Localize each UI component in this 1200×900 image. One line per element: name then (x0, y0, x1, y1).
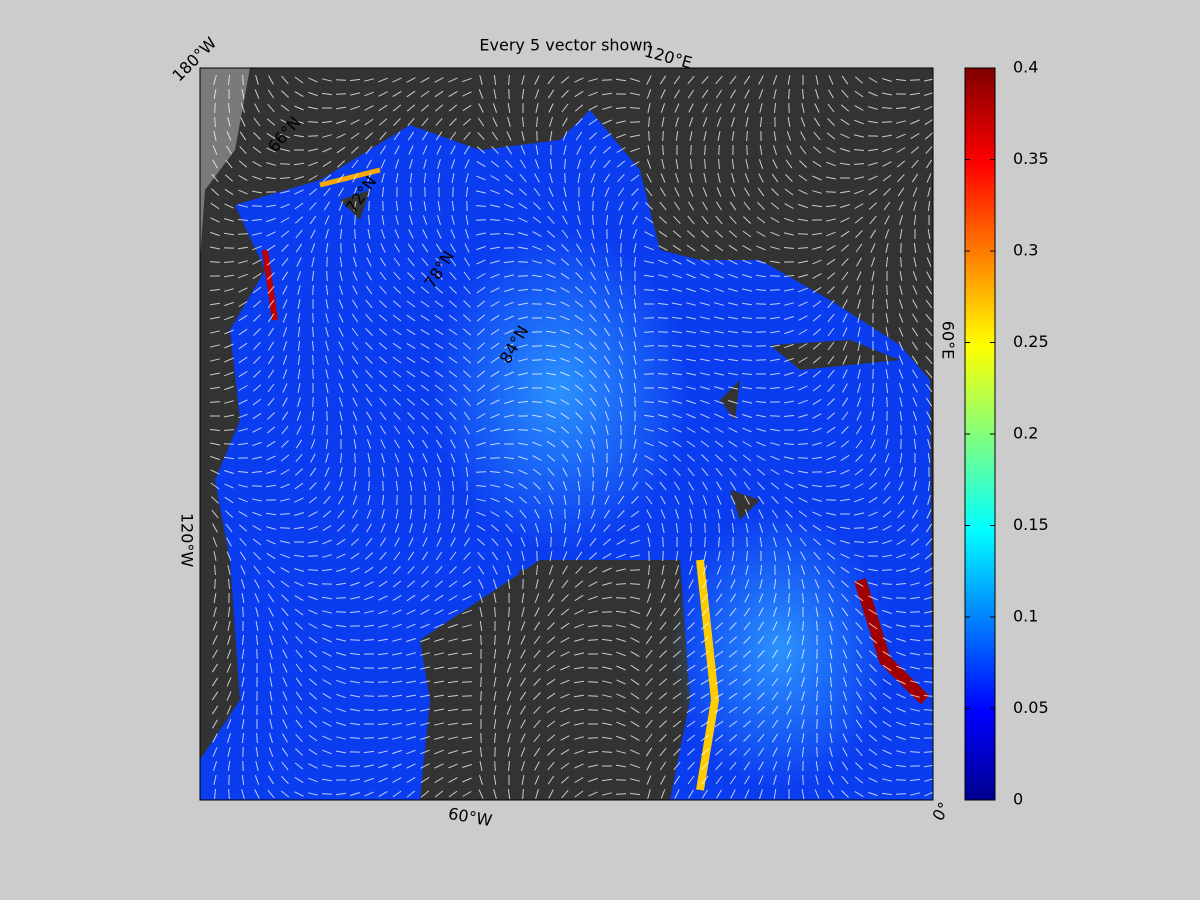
longitude-label: 120°W (178, 513, 197, 568)
vector (209, 74, 933, 800)
hot-edge (262, 249, 278, 321)
colorbar-tick-label: 0.4 (1013, 58, 1038, 77)
colorbar-tick-label: 0 (1013, 790, 1023, 809)
vector-field (209, 74, 933, 800)
colorbar-tick-label: 0.3 (1013, 241, 1038, 260)
hot-edge (319, 167, 381, 188)
colorbar-tick-label: 0.1 (1013, 607, 1038, 626)
map-title: Every 5 vector shown (479, 36, 652, 55)
greenland (480, 560, 680, 800)
map-frame (199, 67, 934, 801)
island (340, 190, 900, 520)
longitude-label: 60°E (939, 321, 958, 359)
map (200, 68, 933, 800)
colorbar-tick-label: 0.25 (1013, 332, 1049, 351)
colorbar-tick-label: 0.2 (1013, 424, 1038, 443)
longitude-label: 0° (928, 799, 954, 824)
current (670, 510, 890, 790)
colorbar-tick-label: 0.05 (1013, 698, 1049, 717)
colorbar-tick-label: 0.35 (1013, 149, 1049, 168)
colorbar-axis: 0 0.05 0.1 0.15 0.2 0.25 0.3 0.35 0.4 (965, 58, 1049, 809)
hot-edge (854, 578, 930, 705)
hot-edge (696, 559, 720, 791)
current (430, 230, 690, 550)
longitude-label: 60°W (447, 804, 494, 830)
colorbar-tick-label: 0.15 (1013, 515, 1049, 534)
outside (200, 68, 250, 260)
